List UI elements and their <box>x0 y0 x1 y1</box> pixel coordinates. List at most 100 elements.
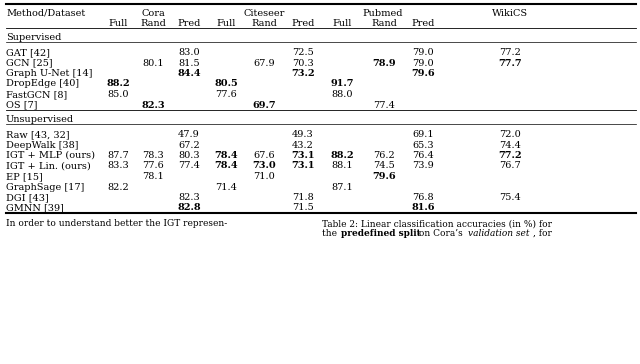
Text: EP [15]: EP [15] <box>6 172 43 181</box>
Text: on Cora’s: on Cora’s <box>416 229 465 237</box>
Text: 69.1: 69.1 <box>412 130 434 139</box>
Text: 79.0: 79.0 <box>412 59 434 67</box>
Text: 69.7: 69.7 <box>252 100 276 110</box>
Text: 79.6: 79.6 <box>411 69 435 78</box>
Text: 78.3: 78.3 <box>142 151 164 160</box>
Text: FastGCN [8]: FastGCN [8] <box>6 90 67 99</box>
Text: the: the <box>322 229 340 237</box>
Text: 82.3: 82.3 <box>178 193 200 202</box>
Text: 76.8: 76.8 <box>412 193 434 202</box>
Text: Supervised: Supervised <box>6 32 61 41</box>
Text: 76.4: 76.4 <box>412 151 434 160</box>
Text: 80.5: 80.5 <box>214 79 238 88</box>
Text: 80.1: 80.1 <box>142 59 164 67</box>
Text: Citeseer: Citeseer <box>244 8 285 17</box>
Text: , for: , for <box>533 229 552 237</box>
Text: Pubmed: Pubmed <box>362 8 403 17</box>
Text: predefined split: predefined split <box>340 229 420 237</box>
Text: 78.4: 78.4 <box>214 151 238 160</box>
Text: 73.9: 73.9 <box>412 162 434 170</box>
Text: 81.5: 81.5 <box>178 59 200 67</box>
Text: 74.4: 74.4 <box>499 141 521 150</box>
Text: Rand: Rand <box>371 19 397 28</box>
Text: 78.9: 78.9 <box>372 59 396 67</box>
Text: 88.1: 88.1 <box>331 162 353 170</box>
Text: 87.1: 87.1 <box>331 182 353 191</box>
Text: DropEdge [40]: DropEdge [40] <box>6 79 79 88</box>
Text: 76.7: 76.7 <box>499 162 521 170</box>
Text: Graph U-Net [14]: Graph U-Net [14] <box>6 69 93 78</box>
Text: 82.2: 82.2 <box>107 182 129 191</box>
Text: 77.6: 77.6 <box>215 90 237 99</box>
Text: Table 2: Linear classification accuracies (in %) for: Table 2: Linear classification accuracie… <box>322 219 552 229</box>
Text: Pred: Pred <box>291 19 315 28</box>
Text: 73.2: 73.2 <box>291 69 315 78</box>
Text: Pred: Pred <box>177 19 201 28</box>
Text: 88.2: 88.2 <box>106 79 130 88</box>
Text: Full: Full <box>332 19 352 28</box>
Text: DeepWalk [38]: DeepWalk [38] <box>6 141 79 150</box>
Text: Full: Full <box>216 19 236 28</box>
Text: 82.3: 82.3 <box>141 100 165 110</box>
Text: 73.0: 73.0 <box>252 162 276 170</box>
Text: GraphSage [17]: GraphSage [17] <box>6 182 84 191</box>
Text: 72.0: 72.0 <box>499 130 521 139</box>
Text: 77.4: 77.4 <box>373 100 395 110</box>
Text: IGT + MLP (ours): IGT + MLP (ours) <box>6 151 95 160</box>
Text: 80.3: 80.3 <box>178 151 200 160</box>
Text: GCN [25]: GCN [25] <box>6 59 52 67</box>
Text: 70.3: 70.3 <box>292 59 314 67</box>
Text: 72.5: 72.5 <box>292 48 314 57</box>
Text: 71.5: 71.5 <box>292 203 314 213</box>
Text: 87.7: 87.7 <box>107 151 129 160</box>
Text: 76.2: 76.2 <box>373 151 395 160</box>
Text: 65.3: 65.3 <box>412 141 434 150</box>
Text: 84.4: 84.4 <box>177 69 201 78</box>
Text: Full: Full <box>108 19 128 28</box>
Text: OS [7]: OS [7] <box>6 100 38 110</box>
Text: 85.0: 85.0 <box>108 90 129 99</box>
Text: Rand: Rand <box>251 19 277 28</box>
Text: 71.4: 71.4 <box>215 182 237 191</box>
Text: Rand: Rand <box>140 19 166 28</box>
Text: 77.4: 77.4 <box>178 162 200 170</box>
Text: Cora: Cora <box>141 8 165 17</box>
Text: Method/Dataset: Method/Dataset <box>6 8 85 17</box>
Text: GMNN [39]: GMNN [39] <box>6 203 64 213</box>
Text: 82.8: 82.8 <box>177 203 201 213</box>
Text: 67.2: 67.2 <box>178 141 200 150</box>
Text: 43.2: 43.2 <box>292 141 314 150</box>
Text: In order to understand better the IGT represen-: In order to understand better the IGT re… <box>6 219 227 229</box>
Text: 73.1: 73.1 <box>291 151 315 160</box>
Text: 78.1: 78.1 <box>142 172 164 181</box>
Text: 74.5: 74.5 <box>373 162 395 170</box>
Text: 88.2: 88.2 <box>330 151 354 160</box>
Text: 67.6: 67.6 <box>253 151 275 160</box>
Text: Pred: Pred <box>412 19 435 28</box>
Text: 91.7: 91.7 <box>330 79 354 88</box>
Text: Unsupervised: Unsupervised <box>6 115 74 123</box>
Text: 49.3: 49.3 <box>292 130 314 139</box>
Text: 77.2: 77.2 <box>498 151 522 160</box>
Text: 79.0: 79.0 <box>412 48 434 57</box>
Text: 71.8: 71.8 <box>292 193 314 202</box>
Text: DGI [43]: DGI [43] <box>6 193 49 202</box>
Text: 83.0: 83.0 <box>178 48 200 57</box>
Text: IGT + Lin. (ours): IGT + Lin. (ours) <box>6 162 91 170</box>
Text: 77.6: 77.6 <box>142 162 164 170</box>
Text: 77.2: 77.2 <box>499 48 521 57</box>
Text: 47.9: 47.9 <box>178 130 200 139</box>
Text: 83.3: 83.3 <box>107 162 129 170</box>
Text: 73.1: 73.1 <box>291 162 315 170</box>
Text: 77.7: 77.7 <box>498 59 522 67</box>
Text: 75.4: 75.4 <box>499 193 521 202</box>
Text: validation set: validation set <box>468 229 529 237</box>
Text: 71.0: 71.0 <box>253 172 275 181</box>
Text: 67.9: 67.9 <box>253 59 275 67</box>
Text: 79.6: 79.6 <box>372 172 396 181</box>
Text: GAT [42]: GAT [42] <box>6 48 50 57</box>
Text: 88.0: 88.0 <box>332 90 353 99</box>
Text: 81.6: 81.6 <box>412 203 435 213</box>
Text: WikiCS: WikiCS <box>492 8 528 17</box>
Text: Raw [43, 32]: Raw [43, 32] <box>6 130 70 139</box>
